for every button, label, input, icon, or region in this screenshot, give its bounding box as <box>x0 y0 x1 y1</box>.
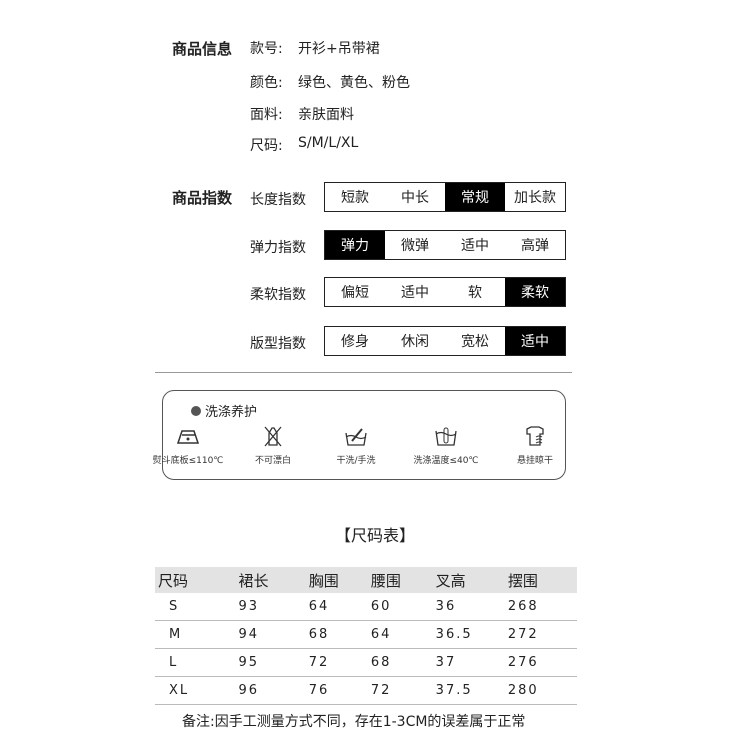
table-cell: 76 <box>292 676 355 705</box>
info-value: S/M/L/XL <box>298 135 359 151</box>
index-option: 中长 <box>401 190 429 206</box>
care-box: 洗涤养护 熨斗底板≤110℃ 不可漂白 干洗/手洗 洗涤温度≤40℃ 悬挂晾干 <box>153 390 566 480</box>
care-text: 不可漂白 <box>254 456 291 466</box>
table-cell: 93 <box>222 593 293 621</box>
index-bar: 偏短 适中 软 柔软 <box>324 277 566 307</box>
table-cell: 94 <box>222 620 293 649</box>
info-label: 颜色: <box>250 75 283 91</box>
column-header: 摆围 <box>491 567 577 593</box>
table-cell: XL <box>155 676 223 705</box>
column-header: 腰围 <box>354 567 420 593</box>
info-value: 亲肤面料 <box>298 107 354 123</box>
no-bleach-icon <box>233 425 313 447</box>
size-note: 备注:因手工测量方式不同，存在1-3CM的误差属于正常 <box>182 714 526 730</box>
index-option: 微弹 <box>401 238 429 254</box>
table-cell: 268 <box>491 593 577 621</box>
care-item: 不可漂白 <box>233 425 313 466</box>
index-option: 软 <box>468 285 482 301</box>
table-cell: 276 <box>491 648 577 677</box>
table-cell: 37.5 <box>419 676 492 705</box>
table-cell: 64 <box>354 620 420 649</box>
index-option: 柔软 <box>505 278 565 306</box>
divider <box>155 372 572 373</box>
wash-temp-icon <box>406 425 486 447</box>
hand-wash-icon <box>316 425 396 447</box>
table-cell: 72 <box>292 648 355 677</box>
index-label: 弹力指数 <box>250 240 306 256</box>
column-header: 裙长 <box>222 567 293 593</box>
index-option: 短款 <box>341 190 369 206</box>
table-cell: 68 <box>292 620 355 649</box>
table-cell: 272 <box>491 620 577 649</box>
table-cell: 68 <box>354 648 420 677</box>
column-header: 尺码 <box>155 567 223 593</box>
bullet-icon <box>191 405 201 416</box>
table-cell: 280 <box>491 676 577 705</box>
index-label: 长度指数 <box>250 192 306 208</box>
column-header: 叉高 <box>419 567 492 593</box>
care-item: 干洗/手洗 <box>316 425 396 466</box>
index-bar: 弹力 微弹 适中 高弹 <box>324 230 566 260</box>
table-cell: 36.5 <box>419 620 492 649</box>
index-label: 柔软指数 <box>250 287 306 303</box>
index-option: 高弹 <box>521 238 549 254</box>
table-row: XL 96 76 72 37.5 280 <box>155 676 577 705</box>
index-option: 偏短 <box>341 285 369 301</box>
table-cell: L <box>155 648 223 677</box>
care-text: 洗涤温度≤40℃ <box>413 456 479 466</box>
info-label: 面料: <box>250 107 283 123</box>
table-row: L 95 72 68 37 276 <box>155 648 577 677</box>
column-header: 胸围 <box>292 567 355 593</box>
index-option: 弹力 <box>325 231 385 259</box>
index-option: 适中 <box>505 327 565 355</box>
size-title: 【尺码表】 <box>334 526 415 545</box>
table-row: M 94 68 64 36.5 272 <box>155 620 577 649</box>
care-text: 干洗/手洗 <box>336 456 376 466</box>
info-title: 商品信息 <box>172 40 233 58</box>
index-option: 加长款 <box>514 190 556 206</box>
index-label: 版型指数 <box>250 336 306 352</box>
index-title: 商品指数 <box>172 189 233 207</box>
index-option: 适中 <box>401 285 429 301</box>
care-item: 悬挂晾干 <box>495 425 575 466</box>
table-row: S 93 64 60 36 268 <box>155 593 577 621</box>
index-option: 常规 <box>445 183 505 211</box>
info-label: 尺码: <box>250 138 283 154</box>
table-cell: 60 <box>354 593 420 621</box>
care-text: 熨斗底板≤110℃ <box>152 456 224 466</box>
index-option: 适中 <box>461 238 489 254</box>
info-value: 开衫+吊带裙 <box>298 41 380 57</box>
table-cell: 72 <box>354 676 420 705</box>
care-text: 悬挂晾干 <box>516 456 553 466</box>
size-table: 尺码 裙长 胸围 腰围 叉高 摆围 S 93 64 60 36 268 M 94 68 64 36.5 272 L 9… <box>155 567 577 705</box>
table-cell: 64 <box>292 593 355 621</box>
info-label: 款号: <box>250 41 283 57</box>
hang-dry-icon <box>495 425 575 447</box>
table-cell: 37 <box>419 648 492 677</box>
care-title: 洗涤养护 <box>205 405 258 420</box>
info-value: 绿色、黄色、粉色 <box>298 75 410 91</box>
table-cell: M <box>155 620 223 649</box>
care-item: 洗涤温度≤40℃ <box>406 425 486 466</box>
table-cell: 36 <box>419 593 492 621</box>
table-cell: S <box>155 593 223 621</box>
index-bar: 短款 中长 常规 加长款 <box>324 182 566 212</box>
table-cell: 95 <box>222 648 293 677</box>
index-option: 修身 <box>341 334 369 350</box>
iron-icon <box>148 425 228 447</box>
care-item: 熨斗底板≤110℃ <box>148 425 228 466</box>
index-option: 宽松 <box>461 334 489 350</box>
index-bar: 修身 休闲 宽松 适中 <box>324 326 566 356</box>
index-option: 休闲 <box>401 334 429 350</box>
table-cell: 96 <box>222 676 293 705</box>
